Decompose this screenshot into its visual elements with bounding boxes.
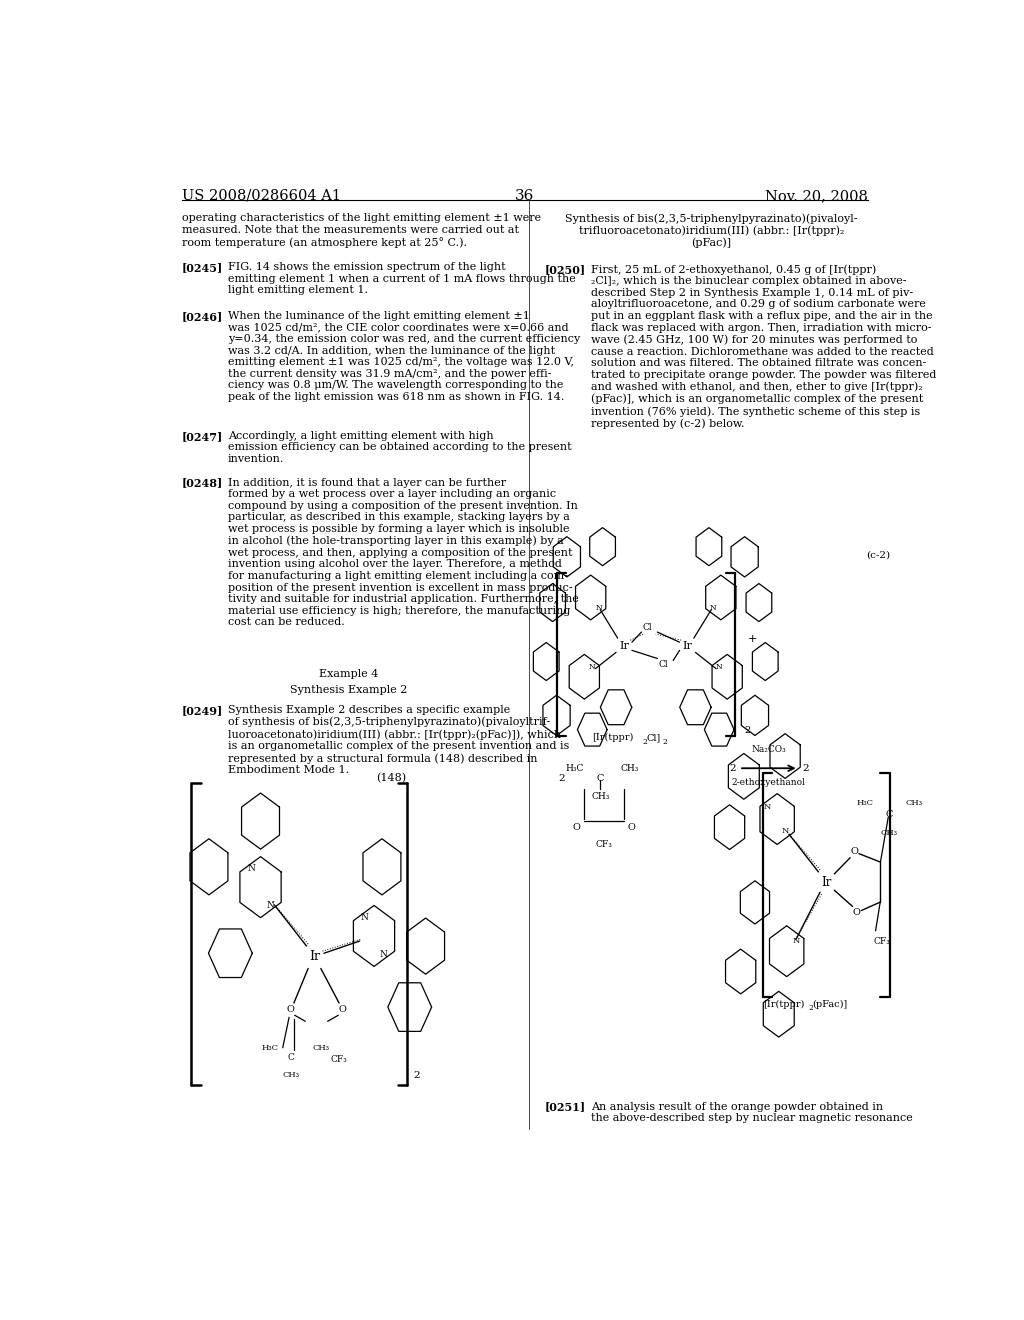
Text: Cl: Cl — [643, 623, 652, 632]
Text: O: O — [628, 822, 636, 832]
Text: Ir: Ir — [620, 642, 629, 651]
Text: Synthesis of bis(2,3,5-triphenylpyrazinato)(pivaloyl-
trifluoroacetonato)iridium: Synthesis of bis(2,3,5-triphenylpyrazina… — [565, 214, 857, 248]
Text: +: + — [748, 634, 758, 644]
Text: O: O — [338, 1005, 346, 1014]
Text: Cl: Cl — [658, 660, 669, 669]
Text: (c-2): (c-2) — [865, 550, 890, 560]
Text: (148): (148) — [376, 774, 406, 784]
Text: N: N — [710, 603, 716, 611]
Text: 2: 2 — [809, 1005, 814, 1012]
Text: operating characteristics of the light emitting element ±1 were
measured. Note t: operating characteristics of the light e… — [182, 214, 541, 248]
Text: C: C — [597, 774, 604, 783]
Text: First, 25 mL of 2-ethoxyethanol, 0.45 g of [Ir(tppr)
₂Cl]₂, which is the binucle: First, 25 mL of 2-ethoxyethanol, 0.45 g … — [591, 264, 936, 429]
Text: [Ir(tppr): [Ir(tppr) — [592, 733, 634, 742]
Text: [0248]: [0248] — [182, 478, 223, 488]
Text: O: O — [850, 847, 858, 857]
Text: H₃C: H₃C — [566, 764, 585, 772]
Text: (pFac)]: (pFac)] — [812, 999, 847, 1008]
Text: N: N — [793, 937, 800, 945]
Text: An analysis result of the orange powder obtained in
the above-described step by : An analysis result of the orange powder … — [591, 1102, 912, 1123]
Text: 2: 2 — [558, 774, 564, 783]
Text: Na₂CO₃: Na₂CO₃ — [751, 746, 785, 755]
Text: [0250]: [0250] — [545, 264, 586, 275]
Text: CH₃: CH₃ — [881, 829, 898, 837]
Text: US 2008/0286604 A1: US 2008/0286604 A1 — [182, 189, 341, 203]
Text: N: N — [716, 663, 723, 671]
Text: CF₃: CF₃ — [596, 840, 612, 849]
Text: Nov. 20, 2008: Nov. 20, 2008 — [765, 189, 867, 203]
Text: CH₃: CH₃ — [591, 792, 609, 801]
Text: Ir: Ir — [683, 642, 692, 651]
Text: 2-ethoxyethanol: 2-ethoxyethanol — [731, 777, 805, 787]
Text: Synthesis Example 2 describes a specific example
of synthesis of bis(2,3,5-triph: Synthesis Example 2 describes a specific… — [228, 705, 569, 775]
Text: Cl]: Cl] — [646, 733, 660, 742]
Text: [0249]: [0249] — [182, 705, 223, 717]
Text: CH₃: CH₃ — [313, 1044, 330, 1052]
Text: O: O — [572, 822, 581, 832]
Text: N: N — [360, 913, 369, 923]
Text: CH₃: CH₃ — [283, 1072, 299, 1080]
Text: [0251]: [0251] — [545, 1102, 586, 1113]
Text: 2: 2 — [803, 764, 809, 772]
Text: N: N — [595, 603, 602, 611]
Text: 36: 36 — [515, 189, 535, 203]
Text: FIG. ​14​ shows the emission spectrum of the light
emitting element ​1​ when a c: FIG. ​14​ shows the emission spectrum of… — [228, 263, 575, 296]
Text: 2: 2 — [663, 738, 668, 746]
Text: [0246]: [0246] — [182, 312, 223, 322]
Text: O: O — [287, 1005, 295, 1014]
Text: Synthesis Example 2: Synthesis Example 2 — [290, 685, 408, 694]
Text: N: N — [266, 902, 274, 909]
Text: N: N — [247, 865, 255, 874]
Text: CH₃: CH₃ — [620, 764, 638, 772]
Text: CF₃: CF₃ — [873, 936, 890, 945]
Text: O: O — [853, 908, 860, 917]
Text: Ir: Ir — [309, 950, 319, 962]
Text: When the luminance of the light emitting element ±1
was 1025 cd/m², the CIE colo: When the luminance of the light emitting… — [228, 312, 581, 403]
Text: H₃C: H₃C — [262, 1044, 279, 1052]
Text: Ir: Ir — [821, 875, 831, 888]
Text: Example 4: Example 4 — [318, 669, 378, 678]
Text: N: N — [764, 803, 771, 810]
Text: C: C — [886, 810, 893, 820]
Text: [0245]: [0245] — [182, 263, 223, 273]
Text: 2: 2 — [743, 726, 751, 735]
Text: H₃C: H₃C — [857, 799, 873, 807]
Text: [Ir(tppr): [Ir(tppr) — [763, 999, 804, 1008]
Text: CF₃: CF₃ — [331, 1056, 347, 1064]
Text: In addition, it is found that a layer can be further
formed by a wet process ove: In addition, it is found that a layer ca… — [228, 478, 579, 627]
Text: [0247]: [0247] — [182, 430, 223, 442]
Text: Accordingly, a light emitting element with high
emission efficiency can be obtai: Accordingly, a light emitting element wi… — [228, 430, 571, 465]
Text: 2: 2 — [729, 764, 736, 772]
Text: N: N — [380, 950, 387, 958]
Text: C: C — [288, 1053, 294, 1063]
Text: CH₃: CH₃ — [905, 799, 923, 807]
Text: N: N — [589, 663, 596, 671]
Text: 2: 2 — [414, 1071, 420, 1080]
Text: N: N — [781, 828, 788, 836]
Text: 2: 2 — [642, 738, 647, 746]
